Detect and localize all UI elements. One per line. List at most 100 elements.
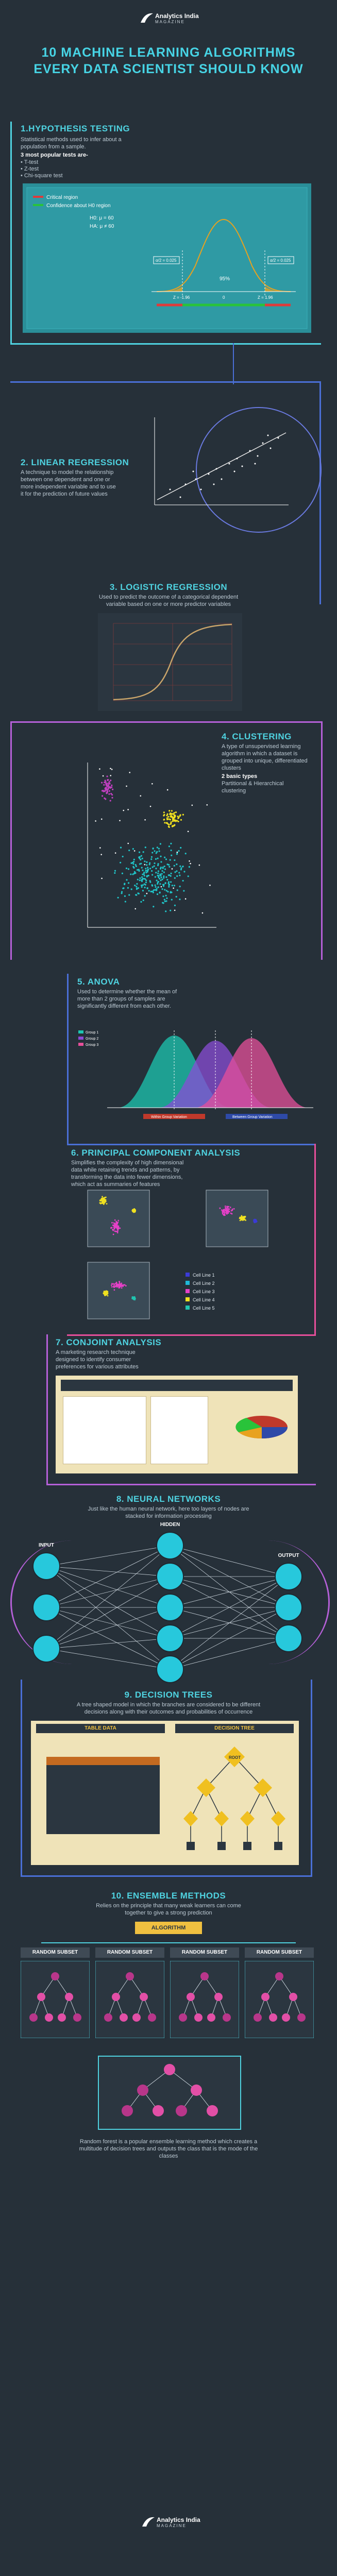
section-3-title: 3. LOGISTIC REGRESSION [109,582,228,592]
pca-legend-item: Cell Line 1 [186,1273,247,1281]
regression-line [157,432,287,500]
clustering-chart [87,762,216,928]
regression-chart [154,417,289,505]
footer-logo: Analytics India MAGAZINE [140,2514,202,2540]
section-1-tests-head: 3 most popular tests are- [21,152,88,158]
neuron-node [275,1563,302,1590]
conjoint-pie [235,1416,288,1439]
section-5-title: 5. ANOVA [77,977,120,987]
pca-legend-label: Cell Line 1 [193,1273,215,1278]
pca-legend-item: Cell Line 5 [186,1306,247,1314]
section-2-desc: A technique to model the relationship be… [21,469,116,497]
section-3-desc: Used to predict the outcome of a categor… [98,594,239,607]
section-7-title: 7. CONJOINT ANALYSIS [56,1337,162,1347]
logistic-chart [113,623,232,701]
neuron-node [156,1655,184,1683]
decision-tree-header: DECISION TREE [175,1724,294,1733]
random-subset-label: RANDOM SUBSET [245,1947,314,1958]
random-subset-label: RANDOM SUBSET [21,1947,90,1958]
section-1-frame [10,122,321,345]
section-4-title: 4. CLUSTERING [222,732,292,741]
pca-legend-item: Cell Line 2 [186,1281,247,1289]
section-8-title: 8. NEURAL NETWORKS [116,1494,221,1504]
neuron-node [275,1594,302,1621]
ha-label: HA: μ ≠ 60 [90,224,114,229]
section-5-desc: Used to determine whether the mean of mo… [77,989,177,1009]
decision-tree-visual: TABLE DATA DECISION TREE ROOT [31,1721,299,1865]
neuron-node [156,1563,184,1590]
section-10-title: 10. ENSEMBLE METHODS [111,1891,226,1901]
subset-tree-svg [244,1960,314,2039]
section-10-desc: Relies on the principle that many weak l… [96,1903,241,1916]
logistic-chart-panel [98,613,242,711]
page-subtitle: EVERY DATA SCIENTIST SHOULD KNOW [33,62,304,76]
section-1-desc: Statistical methods used to infer about … [21,137,122,150]
pca-legend-label: Cell Line 5 [193,1306,215,1311]
bell-curve [156,218,291,292]
left-tail-fill [157,286,182,292]
footer-logo-mark-icon [142,2517,155,2527]
h0-label: H0: μ = 60 [90,215,114,221]
anova-chart: Group 1 Group 2 Group 3 Within Group Var… [78,1030,313,1119]
neuron-node [156,1594,184,1621]
layer-label: HIDDEN [160,1522,180,1528]
pca-legend: Cell Line 1 Cell Line 2 Cell Line 3 Cell… [186,1273,247,1314]
decision-tree-svg: ROOT [183,1747,285,1850]
section-9-desc: A tree shaped model in which the branche… [76,1702,261,1715]
ensemble-hline [41,1942,296,1943]
section-9-title: 9. DECISION TREES [124,1690,213,1700]
brand-name: Analytics India [155,12,199,20]
section-6-frame [67,1144,316,1336]
pca-legend-item: Cell Line 4 [186,1297,247,1306]
z-mid-label: 0 [223,295,225,300]
layer-label: INPUT [39,1543,54,1548]
regression-circle [196,407,322,533]
section-6-desc: Simplifies the complexity of high dimens… [71,1160,184,1188]
right-tail-fill [265,286,291,292]
random-subset-card: RANDOM SUBSET [95,1947,165,2040]
ensemble-subsets: RANDOM SUBSET RANDOM SUBSET RANDOM SUBSET R… [20,1947,316,2045]
subset-tree-svg [170,1960,240,2039]
section-1-test-item: • Chi-square test [21,173,63,179]
z-left-label: Z = -1.96 [173,295,190,300]
section-5-frame [67,974,316,1145]
neuron-node [32,1594,60,1621]
layer-label: OUTPUT [278,1553,299,1558]
table-data-header: TABLE DATA [36,1724,165,1733]
random-subset-label: RANDOM SUBSET [95,1947,164,1958]
subset-tree-svg [95,1960,165,2039]
footer-brand-name: Analytics India [157,2516,200,2523]
final-tree-panel [98,2056,241,2130]
neural-frame [10,1540,330,1664]
neuron-node [32,1552,60,1580]
anova-legend-3: Group 3 [86,1043,98,1047]
section-1-test-item: • T-test [21,159,39,165]
conjoint-visual [56,1376,298,1473]
legend-confidence-label: Confidence about H0 region [46,203,111,209]
anova-chart-panel: Group 1 Group 2 Group 3 Within Group Var… [76,1015,318,1133]
brand-sub: MAGAZINE [155,20,185,24]
random-subset-card: RANDOM SUBSET [20,1947,90,2040]
sigmoid-curve [113,623,232,701]
section-4-types: Partitional & Hierarchical clustering [222,781,284,794]
pca-chart-panel [67,1185,309,1329]
section-9-frame [21,1680,312,1877]
section-4-types-head: 2 basic types [222,773,258,779]
random-subset-card: RANDOM SUBSET [170,1947,240,2040]
pca-legend-item: Cell Line 3 [186,1289,247,1297]
page-title: 10 MACHINE LEARNING ALGORITHMS [41,45,296,60]
anova-legend-1: Group 1 [86,1031,98,1035]
section-6-title: 6. PRINCIPAL COMPONENT ANALYSIS [71,1148,241,1158]
hypothesis-chart-panel: Critical region Confidence about H0 regi… [23,183,311,333]
section-1-title: 1.HYPOTHESIS TESTING [21,124,130,133]
random-subset-card: RANDOM SUBSET [244,1947,314,2040]
legend-critical-label: Critical region [46,195,78,200]
brand-logo: Analytics India MAGAZINE [139,10,200,39]
footer-brand-sub: MAGAZINE [157,2523,187,2528]
section-7-frame [46,1334,316,1485]
pca-chart [87,1190,268,1319]
anova-label-within: Within Group Variation [151,1115,187,1119]
neural-network-svg: INPUT HIDDEN OUTPUT [32,1522,302,1683]
section-4-frame [10,721,323,960]
section-4-desc: A type of unsupervised learning algorith… [222,743,308,771]
